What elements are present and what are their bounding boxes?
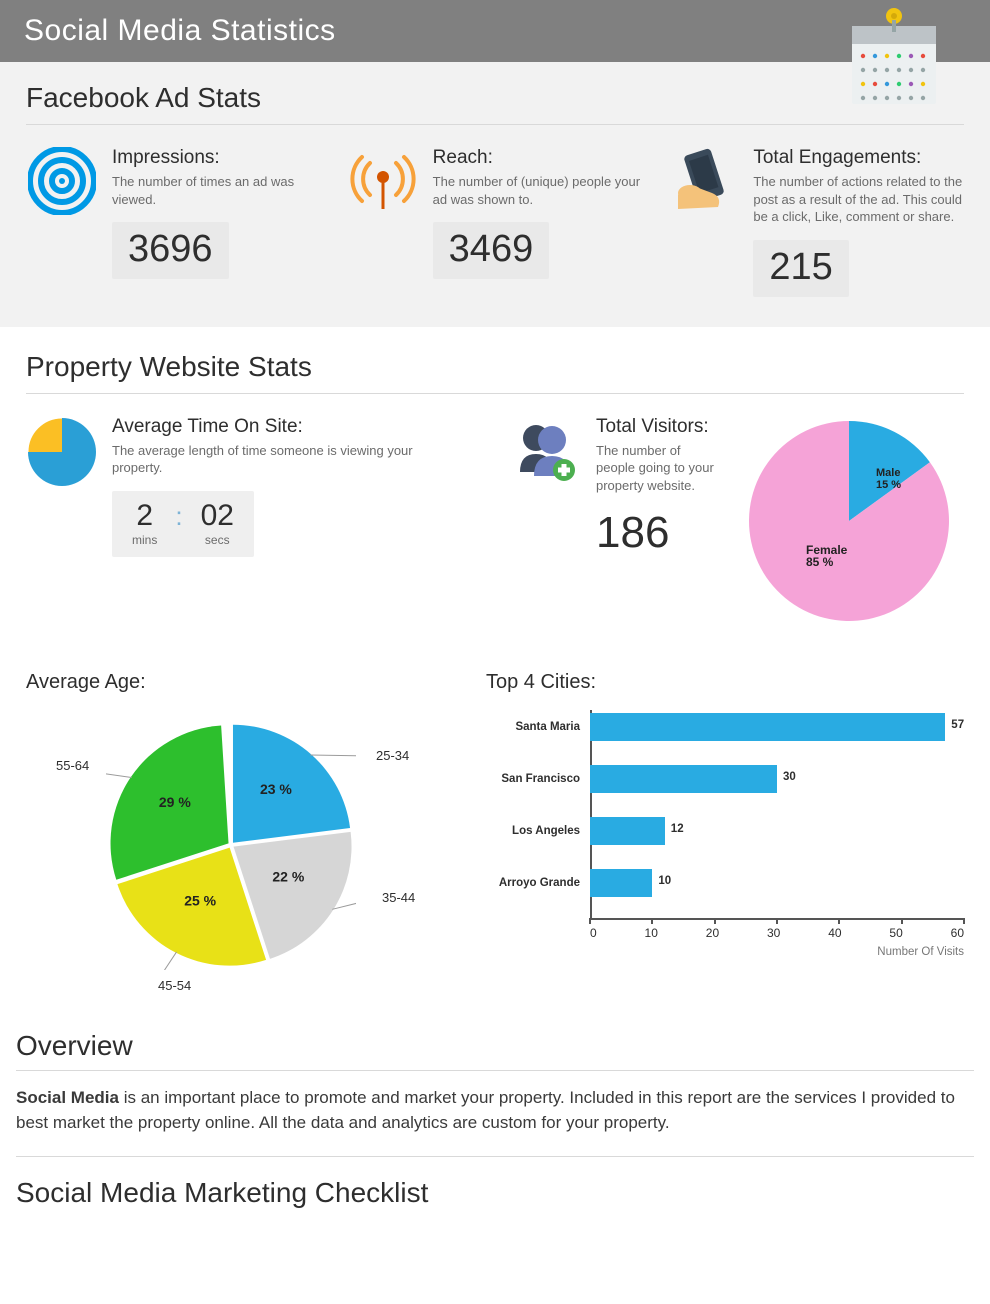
bar-row: San Francisco 30: [486, 762, 964, 796]
facebook-section-title: Facebook Ad Stats: [26, 82, 964, 114]
bar-tick: 40: [828, 926, 841, 940]
property-section-title: Property Website Stats: [26, 351, 964, 383]
bar-tick: 50: [889, 926, 902, 940]
time-secs-label: secs: [201, 533, 234, 547]
time-mins-label: mins: [132, 533, 157, 547]
avg-age-title: Average Age:: [26, 671, 456, 694]
checklist-title: Social Media Marketing Checklist: [16, 1177, 974, 1209]
bar-tick-mark: [901, 918, 903, 924]
bar-category: Los Angeles: [486, 825, 590, 837]
bar-value: 30: [783, 771, 796, 783]
age-label-45-54: 45-54: [158, 978, 191, 993]
time-colon: :: [175, 501, 182, 529]
time-minutes: 2: [132, 501, 157, 531]
facebook-ad-stats-section: Facebook Ad Stats Impressions: The numbe…: [0, 62, 990, 327]
bar-tick-mark: [714, 918, 716, 924]
bar-tick-mark: [838, 918, 840, 924]
avg-age-block: Average Age: 23 % 22 % 25 % 29 % 25-34 35-4…: [26, 671, 456, 990]
avg-time-title: Average Time On Site:: [112, 416, 486, 438]
bar-tick: 10: [645, 926, 658, 940]
calendar-icon: [848, 8, 940, 113]
bar-row: Santa Maria 57: [486, 710, 964, 744]
bar-tick-mark: [776, 918, 778, 924]
bar-value: 57: [951, 719, 964, 731]
checklist-section: Social Media Marketing Checklist: [0, 1157, 990, 1247]
bar-row: Arroyo Grande 10: [486, 866, 964, 900]
engagements-desc: The number of actions related to the pos…: [753, 173, 964, 226]
divider: [26, 393, 964, 394]
overview-title: Overview: [16, 1030, 974, 1062]
bar-fill: [590, 713, 945, 741]
bar-value: 12: [671, 823, 684, 835]
bar-value: 10: [658, 875, 671, 887]
bar-category: Arroyo Grande: [486, 877, 590, 889]
bar-tick-mark: [963, 918, 965, 924]
visitors-icon: [510, 416, 582, 631]
time-seconds: 02: [201, 501, 234, 531]
svg-text:29 %: 29 %: [159, 793, 191, 809]
svg-text:15 %: 15 %: [876, 479, 901, 491]
impressions-title: Impressions:: [112, 147, 323, 169]
overview-text: Social Media is an important place to pr…: [16, 1085, 974, 1136]
bar-x-ticks: 0 10 20 30 40 50 60: [590, 926, 964, 940]
top-cities-title: Top 4 Cities:: [486, 671, 964, 694]
overview-rest: is an important place to promote and mar…: [16, 1088, 955, 1133]
bar-tick-mark: [589, 918, 591, 924]
bar-tick: 20: [706, 926, 719, 940]
bar-fill: [590, 869, 652, 897]
total-visitors-block: Total Visitors: The number of people goi…: [510, 416, 720, 631]
visitors-value: 186: [596, 508, 720, 558]
header-bar: Social Media Statistics: [0, 0, 990, 62]
age-label-25-34: 25-34: [376, 748, 409, 763]
svg-text:85 %: 85 %: [806, 555, 834, 569]
svg-text:22 %: 22 %: [272, 868, 304, 884]
avg-time-desc: The average length of time someone is vi…: [112, 442, 452, 477]
engagements-title: Total Engagements:: [753, 147, 964, 169]
reach-block: Reach: The number of (unique) people you…: [347, 147, 644, 297]
divider: [26, 124, 964, 125]
bar-fill: [590, 765, 777, 793]
broadcast-icon: [347, 147, 419, 297]
bar-category: Santa Maria: [486, 721, 590, 733]
top-cities-block: Top 4 Cities: Santa Maria 57 San Francis…: [486, 671, 964, 990]
top-cities-bar-chart: Santa Maria 57 San Francisco 30 Los Ange…: [486, 710, 964, 990]
engagements-value: 215: [753, 240, 848, 297]
visitors-title: Total Visitors:: [596, 416, 720, 438]
bar-x-label: Number Of Visits: [877, 946, 964, 958]
svg-text:Male: Male: [876, 467, 900, 479]
divider: [16, 1070, 974, 1071]
reach-value: 3469: [433, 222, 550, 279]
bar-tick: 60: [951, 926, 964, 940]
impressions-desc: The number of times an ad was viewed.: [112, 173, 323, 208]
gender-pie-chart: Male15 %Female85 %: [744, 416, 964, 631]
target-icon: [26, 147, 98, 297]
age-label-55-64: 55-64: [56, 758, 89, 773]
time-value-box: 2 mins : 02 secs: [112, 491, 254, 557]
bar-row: Los Angeles 12: [486, 814, 964, 848]
page-title: Social Media Statistics: [24, 14, 966, 48]
overview-section: Overview Social Media is an important pl…: [0, 1020, 990, 1156]
bar-category: San Francisco: [486, 773, 590, 785]
impressions-value: 3696: [112, 222, 229, 279]
avg-time-block: Average Time On Site: The average length…: [26, 416, 486, 631]
impressions-block: Impressions: The number of times an ad w…: [26, 147, 323, 297]
svg-text:25 %: 25 %: [184, 892, 216, 908]
svg-text:23 %: 23 %: [260, 781, 292, 797]
visitors-desc: The number of people going to your prope…: [596, 442, 720, 495]
bar-tick: 30: [767, 926, 780, 940]
age-label-35-44: 35-44: [382, 890, 415, 905]
overview-bold: Social Media: [16, 1088, 119, 1107]
time-pie-icon: [26, 416, 98, 631]
reach-desc: The number of (unique) people your ad wa…: [433, 173, 644, 208]
bar-tick-mark: [651, 918, 653, 924]
bar-tick: 0: [590, 926, 597, 940]
phone-hand-icon: [667, 147, 739, 297]
reach-title: Reach:: [433, 147, 644, 169]
engagements-block: Total Engagements: The number of actions…: [667, 147, 964, 297]
property-website-stats-section: Property Website Stats Average Time On S…: [0, 327, 990, 1020]
bar-fill: [590, 817, 665, 845]
